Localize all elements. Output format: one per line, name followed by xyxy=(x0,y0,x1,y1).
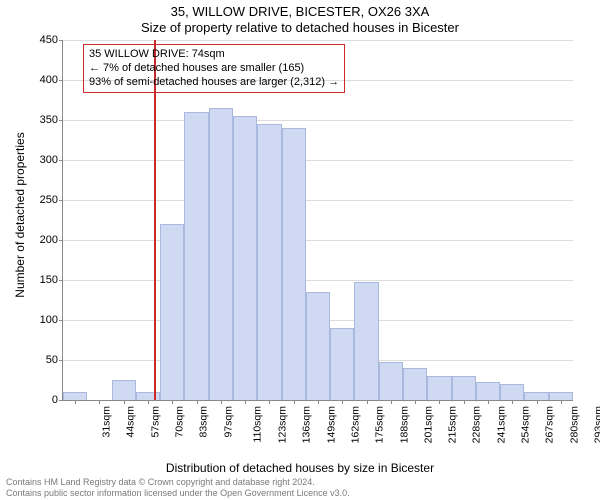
x-tick-label: 201sqm xyxy=(422,406,434,443)
x-tick-label: 110sqm xyxy=(251,406,263,443)
x-tick-label: 162sqm xyxy=(349,406,361,443)
x-tick-label: 123sqm xyxy=(277,406,289,443)
gridline xyxy=(63,40,573,41)
x-tick-label: 70sqm xyxy=(174,406,186,438)
histogram-bar xyxy=(500,384,524,400)
histogram-bar xyxy=(330,328,354,400)
y-tick-label: 200 xyxy=(40,234,58,246)
histogram-bar xyxy=(403,368,427,400)
x-tick-label: 31sqm xyxy=(101,406,113,438)
annotation-line: 93% of semi-detached houses are larger (… xyxy=(89,76,339,90)
histogram-bar xyxy=(549,392,573,400)
histogram-bar xyxy=(136,392,160,400)
histogram-bar xyxy=(209,108,233,400)
histogram-bar xyxy=(257,124,281,400)
x-tick-label: 188sqm xyxy=(398,406,410,443)
histogram-bar xyxy=(306,292,330,400)
x-tick-label: 228sqm xyxy=(471,406,483,443)
property-marker-line xyxy=(154,40,156,400)
histogram-bar xyxy=(524,392,548,400)
histogram-bar xyxy=(282,128,306,400)
y-tick-label: 100 xyxy=(40,314,58,326)
annotation-box: 35 WILLOW DRIVE: 74sqm← 7% of detached h… xyxy=(83,44,345,93)
x-tick-label: 97sqm xyxy=(222,406,234,438)
x-tick-label: 280sqm xyxy=(568,406,580,443)
footer-line-2: Contains public sector information licen… xyxy=(6,488,594,498)
histogram-bar xyxy=(233,116,257,400)
footer-line-1: Contains HM Land Registry data © Crown c… xyxy=(6,477,594,487)
y-tick-label: 250 xyxy=(40,194,58,206)
x-tick-label: 254sqm xyxy=(519,406,531,443)
histogram-bar xyxy=(379,362,403,400)
annotation-line: ← 7% of detached houses are smaller (165… xyxy=(89,62,339,76)
histogram-bar xyxy=(354,282,378,400)
x-tick-label: 267sqm xyxy=(544,406,556,443)
gridline xyxy=(63,200,573,201)
histogram-bar xyxy=(112,380,136,400)
y-tick-label: 400 xyxy=(40,74,58,86)
attribution-footer: Contains HM Land Registry data © Crown c… xyxy=(6,477,594,498)
x-tick-label: 215sqm xyxy=(447,406,459,443)
page-title: 35, WILLOW DRIVE, BICESTER, OX26 3XA xyxy=(0,4,600,19)
x-tick-label: 44sqm xyxy=(125,406,137,438)
histogram-bar xyxy=(452,376,476,400)
annotation-line: 35 WILLOW DRIVE: 74sqm xyxy=(89,48,339,62)
x-tick-label: 241sqm xyxy=(495,406,507,443)
gridline xyxy=(63,120,573,121)
y-tick-label: 0 xyxy=(52,394,58,406)
histogram-bar xyxy=(63,392,87,400)
y-tick-label: 350 xyxy=(40,114,58,126)
y-tick-label: 50 xyxy=(46,354,58,366)
y-tick-label: 300 xyxy=(40,154,58,166)
y-tick-label: 150 xyxy=(40,274,58,286)
histogram-bar xyxy=(184,112,208,400)
gridline xyxy=(63,240,573,241)
page-subtitle: Size of property relative to detached ho… xyxy=(0,20,600,35)
gridline xyxy=(63,160,573,161)
x-tick-label: 83sqm xyxy=(198,406,210,438)
x-tick-label: 293sqm xyxy=(592,406,600,443)
x-tick-label: 57sqm xyxy=(149,406,161,438)
x-tick-label: 149sqm xyxy=(325,406,337,443)
histogram-bar xyxy=(160,224,184,400)
histogram-bar xyxy=(476,382,500,400)
x-tick-label: 136sqm xyxy=(301,406,313,443)
y-tick-label: 450 xyxy=(40,34,58,46)
histogram-plot: 05010015020025030035040045031sqm44sqm57s… xyxy=(62,40,573,401)
x-axis-label: Distribution of detached houses by size … xyxy=(0,461,600,475)
x-tick-label: 175sqm xyxy=(374,406,386,443)
gridline xyxy=(63,280,573,281)
histogram-bar xyxy=(427,376,451,400)
